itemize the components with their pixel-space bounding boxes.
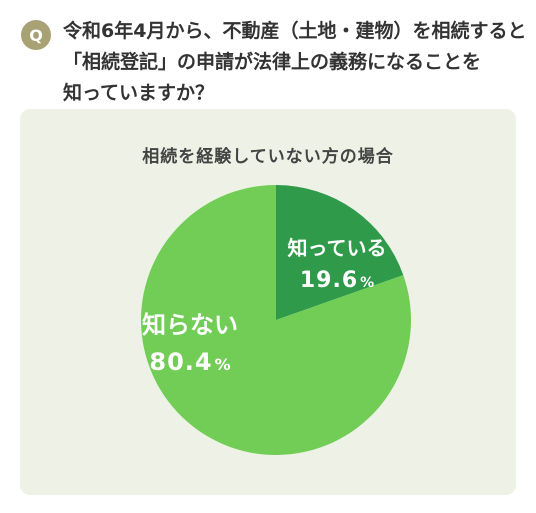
slice-label-know: 知っている	[288, 236, 387, 260]
pie-chart: 知っている 19.6 % 知らない 80.4%	[141, 185, 411, 455]
slice-label-dont-know: 知らない	[142, 311, 238, 339]
chart-title: 相続を経験していない方の場合	[142, 147, 394, 167]
question-line-3: 知っていますか？	[63, 82, 215, 104]
question-line-2: 「相続登記」の申請が法律上の義務になることを	[63, 51, 482, 73]
question-line-1: 令和6年4月から、不動産（土地・建物）を相続すると	[63, 20, 527, 42]
question-text: 令和6年4月から、不動産（土地・建物）を相続すると 「相続登記」の申請が法律上の…	[63, 16, 527, 109]
slice-value-dont-know: 80.4%	[149, 348, 230, 376]
pie-slice-dont-know	[141, 185, 411, 455]
question-badge: Q	[21, 20, 51, 50]
chart-panel: 相続を経験していない方の場合 知っている 19.6% 知らない 80.4%	[20, 109, 516, 495]
pie-slice-know	[276, 185, 404, 320]
slice-value-know: 19.6%	[300, 268, 374, 293]
